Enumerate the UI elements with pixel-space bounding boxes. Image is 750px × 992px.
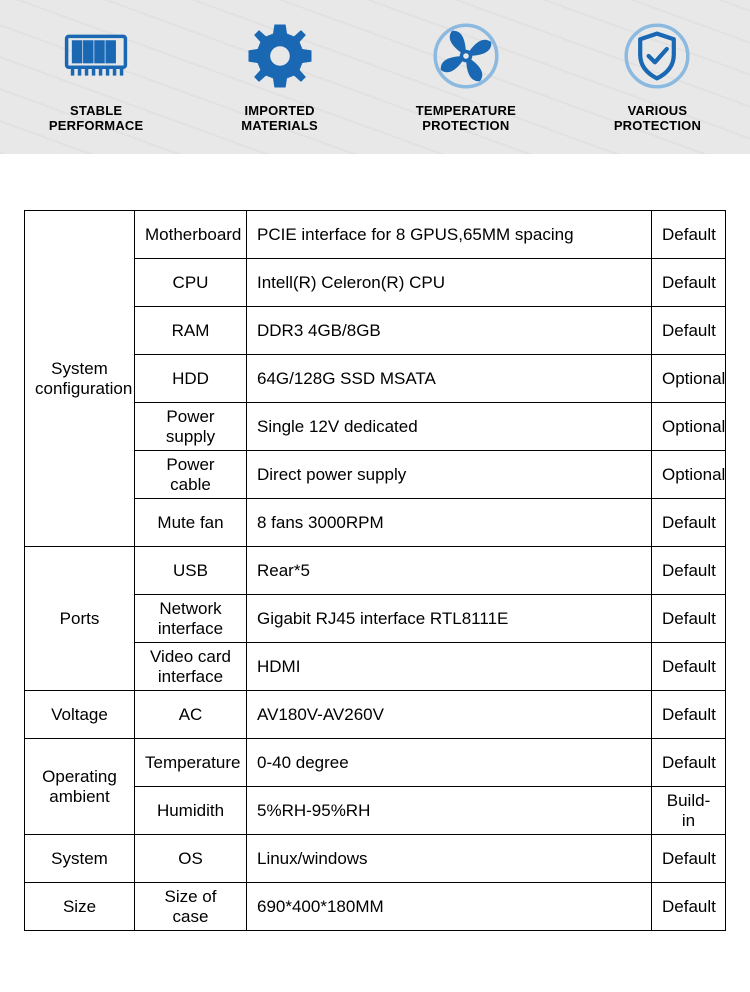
status-cell: Default (652, 739, 726, 787)
category-cell: Operating ambient (25, 739, 135, 835)
value-cell: HDMI (247, 643, 652, 691)
spec-table-container: System configurationMotherboardPCIE inte… (0, 154, 750, 961)
param-cell: Network interface (135, 595, 247, 643)
table-row: Operating ambientTemperature0-40 degreeD… (25, 739, 726, 787)
value-cell: Intell(R) Celeron(R) CPU (247, 259, 652, 307)
value-cell: 5%RH-95%RH (247, 787, 652, 835)
feature-label: IMPORTED MATERIALS (241, 104, 318, 134)
shield-icon (622, 21, 692, 96)
category-cell: Ports (25, 547, 135, 691)
status-cell: Default (652, 547, 726, 595)
status-cell: Default (652, 595, 726, 643)
status-cell: Optional (652, 451, 726, 499)
value-cell: Rear*5 (247, 547, 652, 595)
value-cell: Direct power supply (247, 451, 652, 499)
status-cell: Build-in (652, 787, 726, 835)
spec-table: System configurationMotherboardPCIE inte… (24, 210, 726, 931)
param-cell: Power cable (135, 451, 247, 499)
feature-stable-performance: STABLE PERFORMACE (49, 21, 143, 134)
feature-label: STABLE PERFORMACE (49, 104, 143, 134)
status-cell: Default (652, 211, 726, 259)
value-cell: DDR3 4GB/8GB (247, 307, 652, 355)
feature-strip: STABLE PERFORMACE IMPORTED MATERIALS (0, 0, 750, 154)
value-cell: Linux/windows (247, 835, 652, 883)
feature-label: TEMPERATURE PROTECTION (416, 104, 516, 134)
param-cell: Mute fan (135, 499, 247, 547)
feature-various-protection: VARIOUS PROTECTION (614, 21, 701, 134)
value-cell: PCIE interface for 8 GPUS,65MM spacing (247, 211, 652, 259)
value-cell: Gigabit RJ45 interface RTL8111E (247, 595, 652, 643)
value-cell: AV180V-AV260V (247, 691, 652, 739)
category-cell: System configuration (25, 211, 135, 547)
value-cell: 8 fans 3000RPM (247, 499, 652, 547)
table-row: System configurationMotherboardPCIE inte… (25, 211, 726, 259)
value-cell: Single 12V dedicated (247, 403, 652, 451)
category-cell: System (25, 835, 135, 883)
table-row: SystemOSLinux/windowsDefault (25, 835, 726, 883)
param-cell: Motherboard (135, 211, 247, 259)
param-cell: Humidith (135, 787, 247, 835)
status-cell: Default (652, 307, 726, 355)
param-cell: Temperature (135, 739, 247, 787)
param-cell: Video card interface (135, 643, 247, 691)
ram-icon (61, 21, 131, 96)
status-cell: Default (652, 643, 726, 691)
category-cell: Voltage (25, 691, 135, 739)
status-cell: Default (652, 691, 726, 739)
value-cell: 64G/128G SSD MSATA (247, 355, 652, 403)
param-cell: RAM (135, 307, 247, 355)
param-cell: HDD (135, 355, 247, 403)
param-cell: Power supply (135, 403, 247, 451)
param-cell: OS (135, 835, 247, 883)
table-row: VoltageACAV180V-AV260VDefault (25, 691, 726, 739)
feature-imported-materials: IMPORTED MATERIALS (241, 21, 318, 134)
feature-label: VARIOUS PROTECTION (614, 104, 701, 134)
gear-icon (245, 21, 315, 96)
fan-icon (431, 21, 501, 96)
status-cell: Optional (652, 403, 726, 451)
value-cell: 690*400*180MM (247, 883, 652, 931)
status-cell: Optional (652, 355, 726, 403)
status-cell: Default (652, 259, 726, 307)
param-cell: CPU (135, 259, 247, 307)
table-row: PortsUSBRear*5Default (25, 547, 726, 595)
param-cell: USB (135, 547, 247, 595)
param-cell: Size of case (135, 883, 247, 931)
status-cell: Default (652, 883, 726, 931)
feature-temperature-protection: TEMPERATURE PROTECTION (416, 21, 516, 134)
category-cell: Size (25, 883, 135, 931)
value-cell: 0-40 degree (247, 739, 652, 787)
status-cell: Default (652, 835, 726, 883)
param-cell: AC (135, 691, 247, 739)
table-row: SizeSize of case690*400*180MMDefault (25, 883, 726, 931)
status-cell: Default (652, 499, 726, 547)
